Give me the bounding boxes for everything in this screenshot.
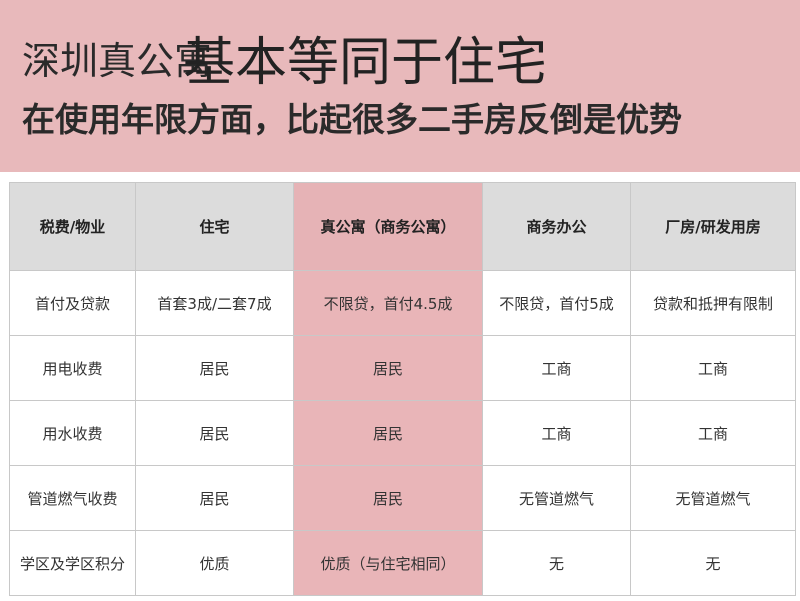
comparison-table: 税费/物业 住宅 真公寓（商务公寓） 商务办公 厂房/研发用房 首付及贷款 首套3成/二套7…: [9, 182, 796, 596]
table-cell: 居民: [293, 465, 483, 531]
row-label: 用水收费: [9, 400, 136, 466]
table-cell: 优质（与住宅相同）: [293, 530, 483, 596]
row-label: 首付及贷款: [9, 270, 136, 336]
table-row: 管道燃气收费 居民 居民 无管道燃气 无管道燃气: [9, 465, 796, 531]
table-row: 首付及贷款 首套3成/二套7成 不限贷，首付4.5成 不限贷，首付5成 贷款和抵押有限制: [9, 270, 796, 336]
table-cell: 工商: [482, 400, 631, 466]
title-main: 基本等同于住宅: [183, 33, 548, 93]
header-banner: 深圳真公寓 基本等同于住宅 在使用年限方面，比起很多二手房反倒是优势: [0, 0, 800, 172]
table-cell: 居民: [135, 335, 294, 401]
table-cell: 贷款和抵押有限制: [630, 270, 796, 336]
column-header: 住宅: [135, 182, 294, 271]
table-cell: 居民: [135, 400, 294, 466]
table-row: 学区及学区积分 优质 优质（与住宅相同）无无: [9, 530, 796, 596]
table-cell: 无: [630, 530, 796, 596]
column-header: 厂房/研发用房: [630, 182, 796, 271]
table-row: 用电收费 居民 居民 工商 工商: [9, 335, 796, 401]
row-label: 管道燃气收费: [9, 465, 136, 531]
table-cell: 首套3成/二套7成: [135, 270, 294, 336]
column-header: 真公寓（商务公寓）: [293, 182, 483, 271]
table-cell: 不限贷，首付5成: [482, 270, 631, 336]
table-cell: 居民: [293, 335, 483, 401]
table-cell: 无管道燃气: [482, 465, 631, 531]
table-cell: 工商: [630, 400, 796, 466]
table-row: 用水收费 居民 居民 工商 工商: [9, 400, 796, 466]
table-cell: 不限贷，首付4.5成: [293, 270, 483, 336]
table-cell: 居民: [293, 400, 483, 466]
header-row: 税费/物业 住宅 真公寓（商务公寓） 商务办公 厂房/研发用房: [9, 182, 796, 271]
table-cell: 工商: [630, 335, 796, 401]
subtitle: 在使用年限方面，比起很多二手房反倒是优势: [22, 100, 682, 139]
row-label: 学区及学区积分: [9, 530, 136, 596]
row-label: 用电收费: [9, 335, 136, 401]
title-prefix: 深圳真公寓: [22, 39, 213, 83]
column-header: 商务办公: [482, 182, 631, 271]
column-header: 税费/物业: [9, 182, 136, 271]
table-cell: 居民: [135, 465, 294, 531]
table-cell: 优质: [135, 530, 294, 596]
table-cell: 无管道燃气: [630, 465, 796, 531]
table-cell: 无: [482, 530, 631, 596]
table-cell: 工商: [482, 335, 631, 401]
